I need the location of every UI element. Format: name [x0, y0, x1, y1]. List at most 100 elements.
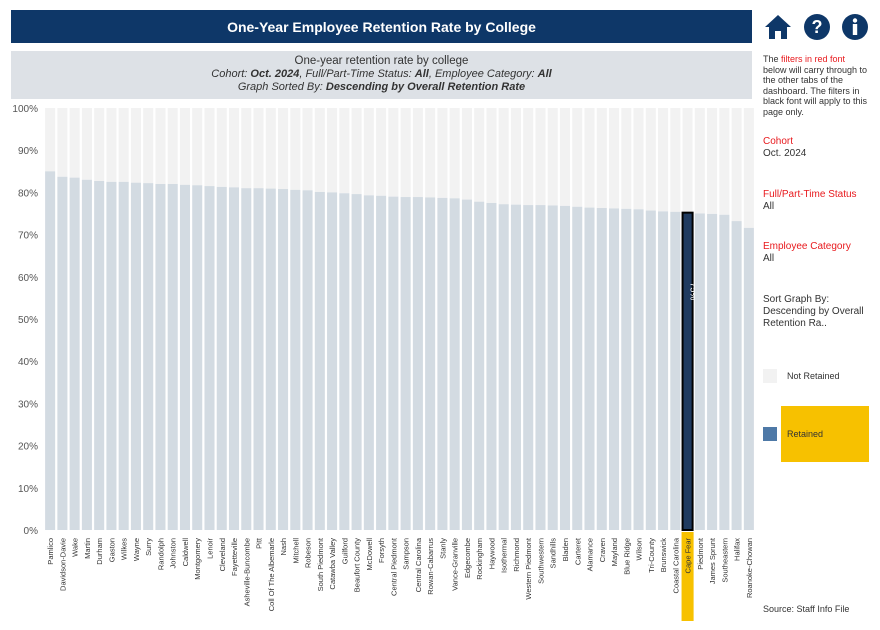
- bar-retained[interactable]: [363, 195, 374, 530]
- bar-retained[interactable]: [645, 210, 656, 530]
- bar-not-retained[interactable]: [658, 108, 669, 212]
- bar-not-retained[interactable]: [241, 108, 252, 189]
- bar-retained[interactable]: [241, 188, 252, 530]
- bar-not-retained[interactable]: [400, 108, 411, 198]
- bar-retained[interactable]: [290, 189, 301, 531]
- bar-retained[interactable]: [633, 209, 644, 530]
- bar-retained[interactable]: [167, 183, 178, 530]
- bar-retained[interactable]: [400, 197, 411, 530]
- bar-not-retained[interactable]: [547, 108, 558, 206]
- bar-retained[interactable]: [547, 205, 558, 530]
- bar-retained[interactable]: [437, 197, 448, 531]
- bar-retained[interactable]: [278, 189, 289, 531]
- bar-retained[interactable]: [707, 213, 718, 530]
- bar-not-retained[interactable]: [290, 108, 301, 190]
- bar-not-retained[interactable]: [192, 108, 203, 186]
- bar-not-retained[interactable]: [510, 108, 521, 205]
- bar-not-retained[interactable]: [130, 108, 141, 183]
- bar-retained[interactable]: [69, 177, 80, 530]
- bar-not-retained[interactable]: [314, 108, 325, 192]
- cohort-filter[interactable]: Cohort Oct. 2024: [763, 136, 875, 159]
- bar-not-retained[interactable]: [302, 108, 313, 191]
- bar-not-retained[interactable]: [596, 108, 607, 209]
- bar-not-retained[interactable]: [743, 108, 754, 228]
- status-filter[interactable]: Full/Part-Time Status All: [763, 189, 875, 212]
- bar-retained[interactable]: [265, 188, 276, 530]
- help-icon[interactable]: ?: [802, 12, 832, 42]
- bar-not-retained[interactable]: [608, 108, 620, 209]
- bar-not-retained[interactable]: [253, 108, 264, 189]
- status-filter-value[interactable]: All: [763, 201, 775, 212]
- bar-not-retained[interactable]: [265, 108, 276, 189]
- bar-retained[interactable]: [731, 221, 742, 530]
- bar-not-retained[interactable]: [584, 108, 595, 208]
- bar-not-retained[interactable]: [486, 108, 497, 203]
- home-icon[interactable]: [763, 12, 793, 42]
- bar-not-retained[interactable]: [278, 108, 289, 190]
- bar-not-retained[interactable]: [437, 108, 448, 198]
- bar-retained[interactable]: [510, 204, 521, 530]
- bar-retained[interactable]: [449, 198, 460, 531]
- bar-not-retained[interactable]: [228, 108, 240, 188]
- bar-not-retained[interactable]: [682, 108, 693, 213]
- bar-not-retained[interactable]: [69, 108, 80, 178]
- bar-retained[interactable]: [461, 199, 472, 530]
- bar-retained[interactable]: [670, 211, 681, 530]
- bar-not-retained[interactable]: [57, 108, 68, 177]
- bar-not-retained[interactable]: [694, 108, 705, 214]
- bar-retained[interactable]: [498, 204, 509, 530]
- cohort-filter-value[interactable]: Oct. 2024: [763, 148, 807, 159]
- bar-retained[interactable]: [412, 197, 423, 530]
- bar-not-retained[interactable]: [559, 108, 571, 206]
- bar-not-retained[interactable]: [707, 108, 718, 214]
- bar-not-retained[interactable]: [461, 108, 472, 200]
- bar-not-retained[interactable]: [412, 108, 423, 198]
- bar-retained[interactable]: [130, 182, 141, 530]
- bar-not-retained[interactable]: [731, 108, 742, 222]
- bar-not-retained[interactable]: [363, 108, 374, 196]
- category-filter[interactable]: Employee Category All: [763, 241, 875, 264]
- bar-retained[interactable]: [45, 171, 56, 531]
- sort-filter[interactable]: Sort Graph By: Descending by Overall Ret…: [763, 294, 875, 330]
- bar-not-retained[interactable]: [645, 108, 656, 211]
- bar-retained[interactable]: [596, 208, 607, 530]
- bar-not-retained[interactable]: [425, 108, 436, 198]
- bar-retained[interactable]: [658, 211, 669, 530]
- bar-retained[interactable]: [523, 205, 534, 530]
- bar-retained[interactable]: [253, 188, 264, 530]
- bar-retained[interactable]: [118, 181, 129, 530]
- bar-not-retained[interactable]: [204, 108, 215, 187]
- bar-retained[interactable]: [94, 181, 105, 531]
- bar-retained[interactable]: [743, 227, 754, 530]
- bar-not-retained[interactable]: [670, 108, 681, 212]
- bar-not-retained[interactable]: [351, 108, 362, 195]
- bar-not-retained[interactable]: [216, 108, 227, 187]
- bar-not-retained[interactable]: [621, 108, 632, 209]
- bar-retained[interactable]: [192, 185, 203, 530]
- bar-not-retained[interactable]: [155, 108, 166, 184]
- bar-not-retained[interactable]: [339, 108, 350, 194]
- bar-not-retained[interactable]: [388, 108, 399, 197]
- bar-not-retained[interactable]: [376, 108, 387, 196]
- bar-not-retained[interactable]: [179, 108, 191, 185]
- bar-retained[interactable]: [486, 202, 497, 530]
- bar-retained[interactable]: [216, 186, 227, 530]
- bar-retained[interactable]: [81, 179, 92, 530]
- bar-retained-highlight[interactable]: [681, 211, 694, 531]
- bar-retained[interactable]: [719, 214, 730, 530]
- bar-not-retained[interactable]: [167, 108, 178, 184]
- bar-not-retained[interactable]: [474, 108, 485, 202]
- bar-not-retained[interactable]: [45, 108, 56, 172]
- bar-retained[interactable]: [327, 192, 338, 530]
- bar-retained[interactable]: [572, 206, 583, 531]
- bar-not-retained[interactable]: [106, 108, 117, 182]
- bar-not-retained[interactable]: [327, 108, 338, 193]
- bar-retained[interactable]: [535, 205, 546, 530]
- bar-not-retained[interactable]: [449, 108, 460, 199]
- bar-retained[interactable]: [474, 201, 485, 530]
- legend-retained-highlight[interactable]: [781, 406, 869, 462]
- bar-retained[interactable]: [559, 205, 571, 530]
- bar-retained[interactable]: [314, 191, 325, 530]
- bar-retained[interactable]: [621, 208, 632, 530]
- bar-not-retained[interactable]: [94, 108, 105, 182]
